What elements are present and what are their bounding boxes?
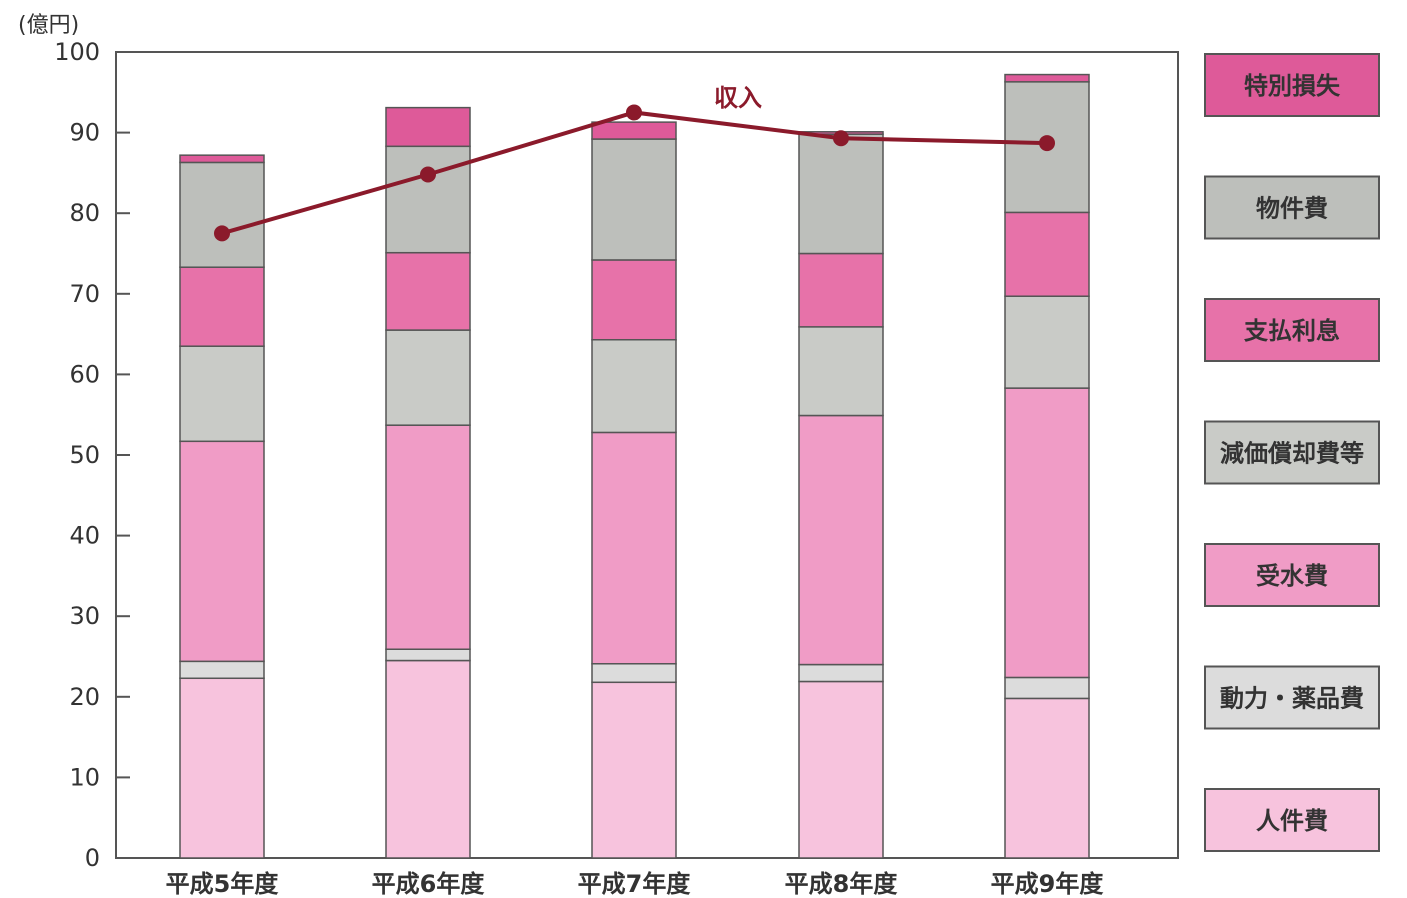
- bar-stack: [591, 121, 677, 859]
- bar-segment: [179, 266, 265, 347]
- bar-segment: [1004, 211, 1090, 297]
- bar-segment: [179, 677, 265, 859]
- y-tick-label: 90: [69, 119, 100, 147]
- x-tick-label: 平成9年度: [991, 870, 1105, 898]
- bar-segment: [385, 329, 471, 426]
- bar-segment: [1004, 387, 1090, 679]
- bar-stack: [385, 106, 471, 859]
- bar-stack: [1004, 73, 1090, 859]
- legend-item: 特別損失: [1204, 53, 1380, 117]
- legend-label: 特別損失: [1244, 72, 1341, 100]
- legend-label: 動力・薬品費: [1220, 685, 1364, 713]
- legend-item: 動力・薬品費: [1204, 665, 1380, 730]
- bar-segment: [798, 326, 884, 417]
- x-tick-label: 平成5年度: [166, 870, 280, 898]
- legend-item: 減価償却費等: [1204, 420, 1380, 485]
- stacked-bars: [179, 73, 1090, 859]
- bar-segment: [591, 338, 677, 434]
- bar-segment: [385, 145, 471, 254]
- bar-segment: [1004, 73, 1090, 83]
- income-point: [420, 166, 436, 183]
- legend-item: 受水費: [1204, 543, 1380, 607]
- income-line-series: 収入: [214, 84, 1055, 242]
- income-point: [626, 104, 642, 121]
- y-tick-label: 70: [69, 280, 100, 308]
- y-tick-label: 40: [69, 522, 100, 550]
- y-tick-label: 50: [69, 441, 100, 469]
- bar-segment: [179, 154, 265, 164]
- legend-label: 物件費: [1256, 195, 1328, 223]
- bar-segment: [798, 663, 884, 683]
- bar-segment: [591, 138, 677, 261]
- bar-segment: [1004, 295, 1090, 389]
- legend-item: 支払利息: [1204, 298, 1380, 362]
- y-tick-label: 80: [69, 199, 100, 227]
- bar-segment: [1004, 697, 1090, 859]
- bar-segment: [179, 161, 265, 268]
- bar-segment: [798, 414, 884, 666]
- legend-label: 減価償却費等: [1220, 440, 1364, 468]
- legend-item: 物件費: [1204, 175, 1380, 240]
- legend-label: 支払利息: [1244, 317, 1340, 345]
- bar-segment: [385, 106, 471, 148]
- x-tick-label: 平成8年度: [785, 870, 899, 898]
- bar-segment: [798, 252, 884, 328]
- y-tick-label: 30: [69, 602, 100, 630]
- y-axis: 0 10 20 30 40 50 60 70 80 90 100: [54, 38, 130, 872]
- legend-swatch: [1204, 543, 1380, 607]
- bar-segment: [385, 251, 471, 331]
- income-point: [214, 225, 230, 242]
- legend-label: 受水費: [1256, 562, 1328, 590]
- y-tick-label: 100: [54, 38, 100, 66]
- bar-segment: [385, 648, 471, 662]
- x-tick-label: 平成6年度: [372, 870, 486, 898]
- bar-segment: [591, 663, 677, 684]
- y-tick-label: 60: [69, 360, 100, 388]
- legend-swatch: [1204, 298, 1380, 362]
- bar-segment: [591, 121, 677, 140]
- x-axis: 平成5年度 平成6年度 平成7年度 平成8年度 平成9年度: [166, 870, 1105, 898]
- bar-stack: [179, 154, 265, 859]
- y-tick-label: 0: [85, 844, 100, 872]
- bar-stack: [798, 131, 884, 859]
- bar-segment: [591, 259, 677, 341]
- income-point: [1039, 135, 1055, 152]
- legend-swatch: [1204, 788, 1380, 852]
- legend-item: 人件費: [1204, 788, 1380, 852]
- bar-segment: [591, 681, 677, 859]
- bar-segment: [179, 345, 265, 443]
- legend-label: 人件費: [1256, 807, 1328, 835]
- bar-segment: [798, 133, 884, 255]
- bar-segment: [1004, 676, 1090, 700]
- income-point: [833, 130, 849, 147]
- y-axis-unit-label: (億円): [18, 13, 79, 38]
- legend-swatch: [1204, 175, 1380, 240]
- y-tick-label: 20: [69, 683, 100, 711]
- legend-swatch: [1204, 420, 1380, 485]
- legend-swatch: [1204, 665, 1380, 730]
- x-tick-label: 平成7年度: [578, 870, 692, 898]
- bar-segment: [179, 440, 265, 663]
- bar-segment: [591, 431, 677, 665]
- bar-segment: [798, 680, 884, 859]
- bar-segment: [385, 659, 471, 859]
- income-line-label: 収入: [714, 84, 762, 112]
- bar-segment: [179, 660, 265, 680]
- legend-swatch: [1204, 53, 1380, 117]
- bar-segment: [385, 424, 471, 650]
- y-tick-label: 10: [69, 763, 100, 791]
